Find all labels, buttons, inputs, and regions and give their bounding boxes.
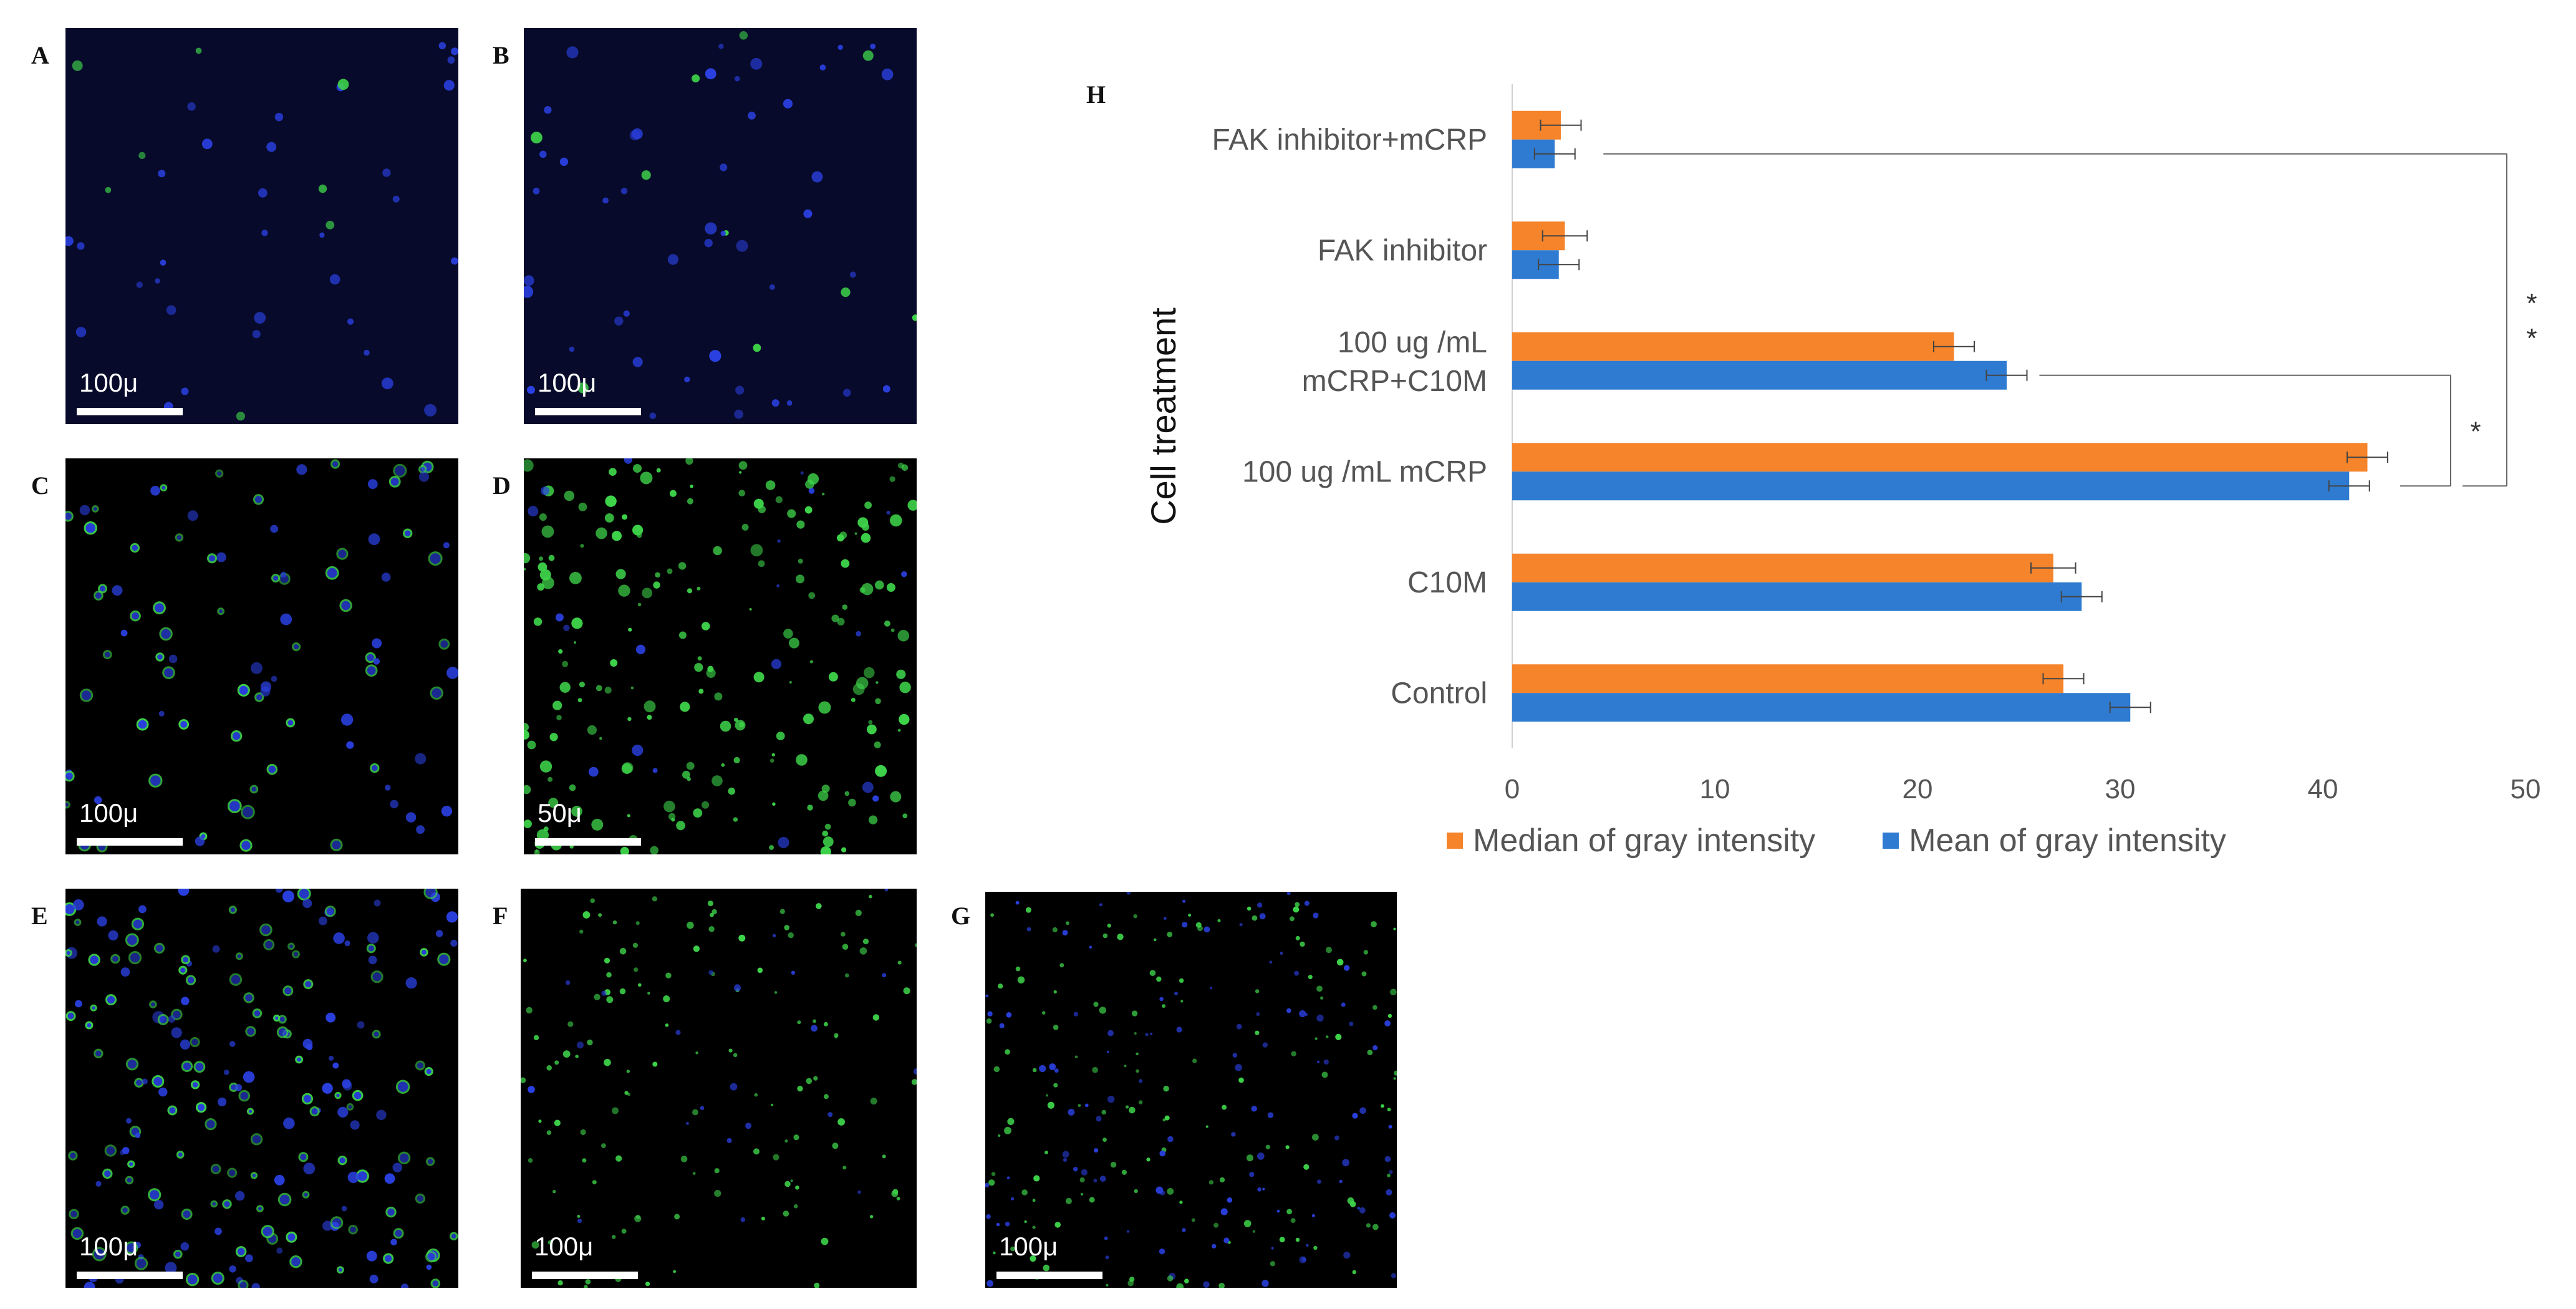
significance-label: * (2526, 288, 2537, 319)
legend-label-mean: Mean of gray intensity (1909, 823, 2226, 859)
micrograph-e: 100μ (65, 889, 458, 1288)
x-tick-label: 10 (1700, 774, 1730, 804)
category-label: FAK inhibitor+mCRP (1212, 123, 1488, 157)
bar-chart: Control C10M 100 ug /mL mCRP 100 ug /mL mCRP… (1144, 84, 2541, 804)
scale-bar (532, 1272, 638, 1279)
scale-bar-label: 100μ (538, 368, 597, 397)
significance-label: * (2526, 323, 2537, 354)
category-label: FAK inhibitor (1318, 234, 1487, 267)
bar-mean-3 (1512, 360, 2007, 390)
scale-bar-label: 100μ (79, 798, 138, 828)
legend-swatch-mean (1883, 833, 1899, 849)
scale-bar (535, 408, 641, 415)
scale-bar (996, 1272, 1102, 1279)
panel-letter-b: B (493, 41, 509, 69)
legend-item-mean: Mean of gray intensity (1883, 822, 2226, 859)
panel-letter-a: A (31, 41, 49, 69)
x-tick-label: 20 (1903, 774, 1933, 804)
scale-bar (77, 838, 183, 846)
scale-bar (535, 838, 641, 846)
panel-letter-f: F (493, 902, 508, 930)
category-label: 100 ug /mL mCRP (1242, 455, 1487, 488)
bar-mean-2 (1512, 471, 2350, 501)
micrograph-a: 100μ (65, 28, 458, 424)
scale-bar (77, 1272, 183, 1279)
x-tick-label: 30 (2105, 774, 2136, 804)
micrograph-f: 100μ (521, 889, 917, 1288)
scale-bar-label: 100μ (79, 1232, 138, 1261)
micrograph-g: 100μ (985, 892, 1397, 1288)
micrograph-b: 100μ (524, 28, 917, 424)
scale-bar-label: 100μ (999, 1232, 1058, 1261)
scale-bar-label: 50μ (538, 798, 582, 828)
panel-letter-g: G (951, 902, 971, 930)
bar-median-2 (1512, 443, 2368, 472)
bar-median-0 (1512, 664, 2063, 693)
scale-bar-label: 100μ (79, 368, 138, 397)
x-tick-label: 50 (2511, 774, 2541, 804)
x-tick-label: 0 (1505, 774, 1520, 804)
panel-letter-h: H (1086, 80, 1106, 109)
bar-median-3 (1512, 332, 1954, 361)
micrograph-c: 100μ (65, 458, 458, 854)
bar-median-1 (1512, 553, 2053, 582)
legend-label-median: Median of gray intensity (1473, 823, 1816, 859)
panel-letter-e: E (31, 902, 48, 930)
category-label: Control (1391, 677, 1487, 710)
category-label: C10M (1407, 566, 1487, 599)
panel-letter-c: C (31, 471, 49, 500)
micrograph-d: 50μ (524, 458, 917, 854)
bar-mean-1 (1512, 582, 2082, 611)
legend-swatch-median (1447, 833, 1463, 849)
category-label: 100 ug /mL mCRP+C10M (1302, 326, 1487, 398)
bar-mean-0 (1512, 693, 2131, 722)
scale-bar-label: 100μ (534, 1232, 594, 1261)
significance-label: * (2470, 417, 2481, 447)
panel-letter-d: D (493, 471, 511, 500)
x-tick-label: 40 (2308, 774, 2338, 804)
legend-item-median: Median of gray intensity (1447, 822, 1815, 859)
chart-legend: Median of gray intensity Mean of gray in… (1447, 822, 2276, 859)
scale-bar (77, 408, 183, 415)
y-axis-title: Cell treatment (1144, 307, 1183, 525)
